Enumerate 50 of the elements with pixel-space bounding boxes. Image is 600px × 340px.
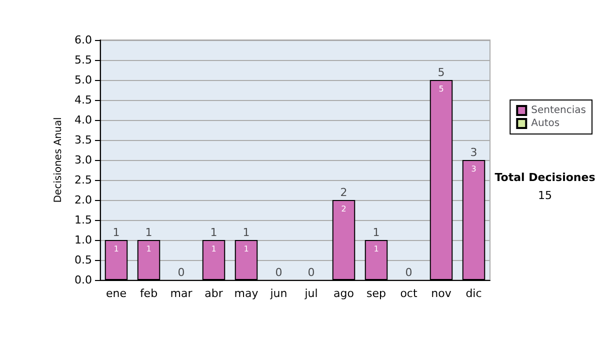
data-label: 1	[211, 244, 216, 254]
y-tick-label: 2.0	[74, 194, 92, 206]
total-label: 1	[372, 226, 380, 239]
text: 15	[538, 189, 552, 202]
x-tick-label: jun	[269, 287, 288, 300]
y-tick-label: 0.5	[74, 254, 92, 266]
y-axis-title: Decisiones Anual	[53, 117, 64, 203]
data-label: 1	[244, 244, 249, 254]
x-tick-label: nov	[431, 287, 452, 300]
total-label: 0	[405, 266, 412, 279]
data-label: 5	[438, 84, 444, 94]
y-tick-label: 2.5	[74, 174, 92, 186]
data-label: 1	[146, 244, 152, 254]
data-label: 3	[471, 164, 476, 174]
data-label: 1	[114, 244, 119, 254]
y-tick-label: 0.0	[74, 274, 92, 286]
total-label: 0	[308, 266, 315, 279]
y-tick-label: 1.0	[74, 234, 92, 246]
x-tick-label: ago	[334, 287, 354, 300]
y-tick-label: 4.0	[74, 114, 92, 126]
total-label: 1	[145, 226, 152, 239]
total-label: 0	[178, 266, 185, 279]
y-tick-label: 1.5	[74, 214, 92, 226]
legend-label: Autos	[531, 118, 560, 129]
total-label: 5	[438, 66, 445, 79]
x-tick-label: feb	[140, 287, 158, 300]
y-tick-label: 3.5	[74, 134, 92, 146]
y-tick-label: 3.0	[74, 154, 92, 166]
x-tick-label: may	[234, 287, 259, 300]
legend-label: Sentencias	[531, 105, 586, 116]
x-tick-label: oct	[400, 287, 418, 300]
total-label: 2	[340, 186, 348, 199]
text: Total Decisiones	[494, 171, 596, 184]
y-tick-label: 5.5	[74, 54, 92, 66]
total-label: 0	[275, 266, 282, 279]
x-tick-label: abr	[204, 287, 224, 300]
x-tick-label: mar	[170, 287, 193, 300]
total-label: 3	[470, 146, 478, 159]
data-label: 1	[374, 244, 379, 254]
x-tick-label: jul	[304, 287, 318, 300]
x-tick-label: dic	[466, 287, 482, 300]
y-tick-label: 5.0	[74, 74, 92, 86]
x-tick-label: ene	[106, 287, 127, 300]
y-tick-label: 4.5	[74, 94, 92, 106]
total-label: 1	[210, 226, 218, 239]
total-label: 1	[112, 226, 120, 239]
y-tick-label: 6.0	[74, 34, 92, 46]
x-tick-label: sep	[366, 287, 386, 300]
data-label: 2	[341, 204, 346, 214]
total-label: 1	[242, 226, 250, 239]
